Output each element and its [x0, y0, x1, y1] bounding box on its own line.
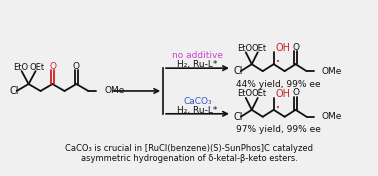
Text: EtO: EtO — [237, 89, 252, 98]
Text: H₂, Ru-L*: H₂, Ru-L* — [177, 106, 218, 115]
Text: no additive: no additive — [172, 51, 223, 60]
Text: 97% yield, 99% ee: 97% yield, 99% ee — [236, 125, 321, 134]
Text: CaCO₃ is crucial in [RuCl(benzene)(S)-SunPhos]C catalyzed: CaCO₃ is crucial in [RuCl(benzene)(S)-Su… — [65, 144, 313, 153]
Text: OMe: OMe — [104, 86, 125, 95]
Text: asymmetric hydrogenation of δ-ketal-β-keto esters.: asymmetric hydrogenation of δ-ketal-β-ke… — [81, 154, 297, 163]
Text: EtO: EtO — [12, 63, 28, 72]
Text: O: O — [292, 89, 299, 98]
Text: O: O — [292, 43, 299, 52]
Text: 44% yield, 99% ee: 44% yield, 99% ee — [236, 80, 321, 89]
Text: EtO: EtO — [237, 44, 252, 53]
Text: OMe: OMe — [322, 112, 342, 121]
Text: Cl: Cl — [10, 86, 19, 96]
Text: O: O — [73, 62, 80, 71]
Text: OMe: OMe — [322, 67, 342, 76]
Text: Cl: Cl — [234, 66, 243, 76]
Text: Cl: Cl — [234, 112, 243, 122]
Text: OEt: OEt — [29, 63, 45, 72]
Text: OH: OH — [276, 43, 291, 53]
Text: OEt: OEt — [252, 89, 267, 98]
Text: CaCO₃: CaCO₃ — [183, 97, 212, 106]
Text: •: • — [276, 59, 280, 65]
Text: H₂, Ru-L*: H₂, Ru-L* — [177, 60, 218, 69]
Text: •: • — [276, 105, 280, 111]
Text: O: O — [49, 62, 56, 71]
Text: OEt: OEt — [252, 44, 267, 53]
Text: OH: OH — [276, 89, 291, 99]
